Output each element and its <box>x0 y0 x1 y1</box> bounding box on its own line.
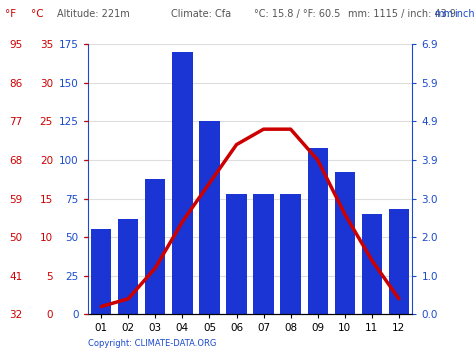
Bar <box>362 214 382 314</box>
Text: °C: 15.8 / °F: 60.5: °C: 15.8 / °F: 60.5 <box>254 9 340 19</box>
Text: inch: inch <box>454 9 474 19</box>
Text: Copyright: CLIMATE-DATA.ORG: Copyright: CLIMATE-DATA.ORG <box>88 339 216 348</box>
Bar <box>118 219 138 314</box>
Text: Climate: Cfa: Climate: Cfa <box>171 9 231 19</box>
Bar <box>389 209 409 314</box>
Bar <box>227 194 246 314</box>
Bar <box>172 52 192 314</box>
Text: Altitude: 221m: Altitude: 221m <box>57 9 129 19</box>
Bar <box>335 172 355 314</box>
Bar <box>91 229 111 314</box>
Text: mm: mm <box>434 9 453 19</box>
Text: °F: °F <box>5 9 16 19</box>
Bar <box>281 194 301 314</box>
Text: °C: °C <box>31 9 44 19</box>
Bar <box>308 148 328 314</box>
Bar <box>145 179 165 314</box>
Bar <box>199 121 219 314</box>
Bar <box>254 194 273 314</box>
Text: mm: 1115 / inch: 43.9: mm: 1115 / inch: 43.9 <box>348 9 456 19</box>
